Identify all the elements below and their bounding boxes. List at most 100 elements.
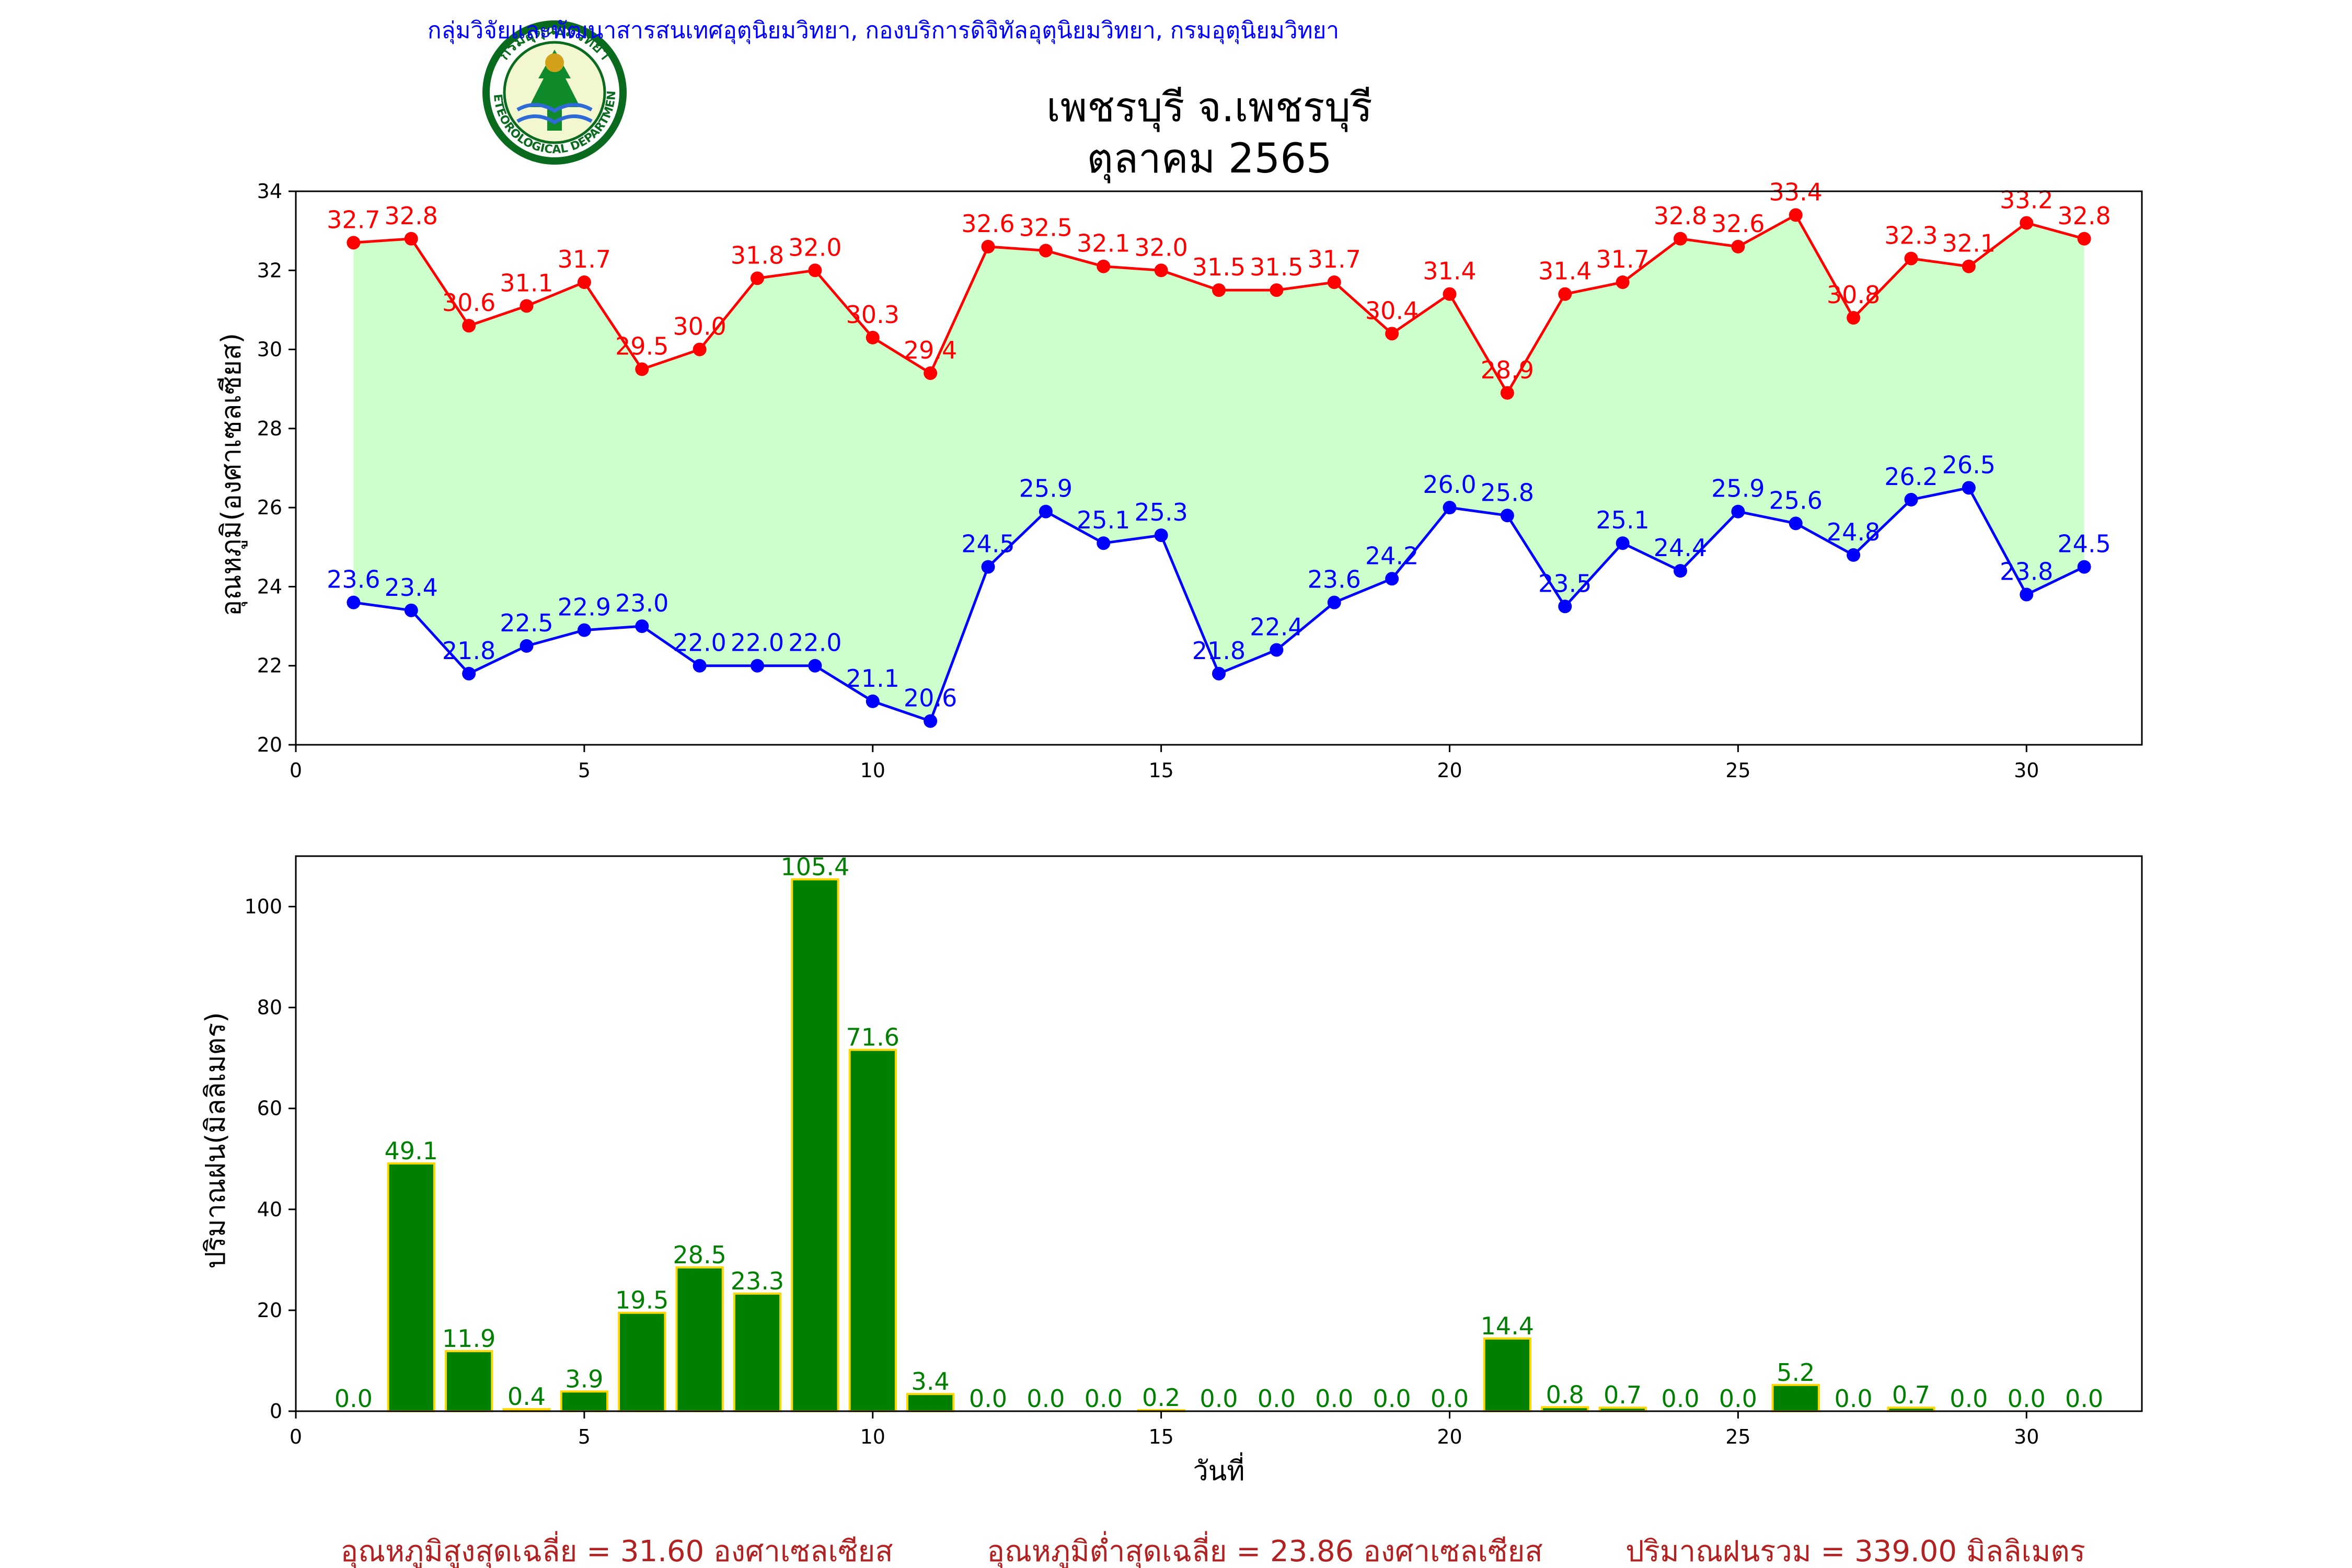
rain-bar	[1771, 1383, 1820, 1413]
min-temperature-value-label: 24.2	[1365, 541, 1419, 570]
rain-value-label: 5.2	[1777, 1358, 1815, 1387]
max-temperature-value-label: 31.5	[1192, 253, 1246, 281]
min-temperature-value-label: 23.6	[1308, 566, 1361, 594]
min-temperature-value-label: 22.4	[1250, 613, 1303, 641]
max-temperature-value-label: 32.1	[1942, 229, 1996, 258]
rain-x-tick-label: 20	[1437, 1425, 1462, 1448]
rain-value-label: 11.9	[442, 1324, 495, 1353]
max-temperature-value-label: 31.4	[1538, 257, 1592, 285]
min-temperature-value-label: 23.8	[2000, 558, 2053, 586]
rain-value-label: 105.4	[781, 852, 850, 881]
min-temperature-point	[1500, 509, 1514, 523]
rain-value-label: 0.0	[1950, 1385, 1988, 1413]
rain-value-label: 0.0	[1431, 1385, 1469, 1413]
min-temperature-point	[520, 639, 534, 653]
rain-value-label: 0.8	[1546, 1380, 1584, 1409]
rain-value-label: 0.0	[1719, 1385, 1757, 1413]
min-temperature-value-label: 21.8	[442, 637, 495, 665]
max-temperature-value-label: 32.0	[1134, 233, 1187, 261]
rain-x-tick-label: 5	[578, 1425, 591, 1448]
rain-value-label: 0.0	[969, 1385, 1007, 1413]
max-temperature-point	[1327, 275, 1341, 289]
max-temperature-point	[751, 271, 764, 285]
summary-average-max: อุณหภูมิสูงสุดเฉลี่ย = 31.60 องศาเซลเซีย…	[340, 1531, 893, 1568]
max-temperature-value-label: 31.7	[1596, 245, 1649, 273]
rain-value-label: 0.0	[2008, 1385, 2046, 1413]
min-temperature-point	[1558, 599, 1572, 614]
max-temperature-value-label: 32.5	[1019, 213, 1073, 241]
rain-value-label: 0.0	[335, 1385, 373, 1413]
max-temperature-value-label: 32.8	[2057, 202, 2111, 230]
max-temperature-value-label: 32.8	[1654, 202, 1707, 230]
min-temperature-point	[2020, 587, 2034, 602]
rain-y-axis-label: ปริมาณฝน(มิลลิเมตร)	[200, 1012, 232, 1269]
min-temperature-value-label: 21.8	[1192, 637, 1246, 665]
temp-y-tick-label: 30	[257, 338, 282, 361]
min-temperature-point	[1847, 548, 1861, 562]
min-temperature-value-label: 20.6	[904, 684, 957, 712]
temp-x-tick-label: 10	[860, 759, 885, 782]
max-temperature-point	[1097, 259, 1111, 273]
rain-value-label: 0.0	[1027, 1385, 1065, 1413]
rain-bar	[675, 1266, 724, 1412]
min-temperature-point	[1904, 493, 1918, 507]
min-temperature-point	[1789, 516, 1803, 531]
min-temperature-point	[1154, 528, 1168, 543]
max-temperature-point	[347, 236, 361, 250]
min-temperature-value-label: 26.0	[1423, 470, 1476, 499]
max-temperature-value-label: 31.7	[1308, 245, 1361, 273]
rain-value-label: 28.5	[673, 1241, 726, 1269]
max-temperature-value-label: 30.4	[1365, 296, 1419, 325]
min-temperature-point	[808, 659, 822, 673]
min-temperature-value-label: 22.0	[731, 629, 784, 657]
min-temperature-value-label: 23.6	[327, 566, 380, 594]
rain-value-label: 71.6	[846, 1023, 900, 1052]
min-temperature-point	[1212, 666, 1226, 681]
min-temperature-point	[404, 603, 418, 617]
rain-bar	[618, 1311, 666, 1412]
rain-x-tick-label: 25	[1725, 1425, 1750, 1448]
rain-value-label: 3.4	[912, 1367, 950, 1396]
rain-value-label: 0.7	[1892, 1381, 1930, 1409]
max-temperature-value-label: 28.9	[1481, 356, 1534, 384]
rain-value-label: 49.1	[385, 1137, 438, 1165]
max-temperature-point	[1270, 283, 1284, 297]
max-temperature-point	[1789, 208, 1803, 222]
temp-x-tick-label: 0	[290, 759, 302, 782]
rain-value-label: 19.5	[615, 1286, 668, 1315]
max-temperature-point	[1212, 283, 1226, 297]
min-temperature-value-label: 25.6	[1769, 486, 1823, 514]
summary-total-rain: ปริมาณฝนรวม = 339.00 มิลลิเมตร	[1625, 1535, 2085, 1568]
rain-bar	[1483, 1337, 1532, 1413]
rain-bar	[733, 1293, 782, 1412]
max-temperature-value-label: 29.4	[904, 336, 957, 364]
min-temperature-value-label: 25.1	[1077, 506, 1130, 534]
rain-y-tick-label: 40	[257, 1198, 282, 1221]
rain-value-label: 0.4	[508, 1382, 546, 1411]
temp-y-tick-label: 28	[257, 417, 282, 440]
agency-line: กลุ่มวิจัยและพัฒนาสารสนเทศอุตุนิยมวิทยา,…	[428, 17, 1339, 44]
rain-bar	[848, 1048, 897, 1412]
min-temperature-point	[1039, 504, 1053, 518]
min-temperature-value-label: 23.0	[615, 589, 668, 617]
temp-y-axis-label: อุณหภูมิ(องศาเซลเซียส)	[216, 333, 248, 616]
max-temperature-point	[1039, 244, 1053, 258]
rain-value-label: 3.9	[565, 1365, 603, 1393]
rain-y-tick-label: 100	[244, 895, 282, 918]
max-temperature-value-label: 31.8	[731, 241, 784, 269]
min-temperature-value-label: 24.5	[2057, 530, 2111, 558]
temp-y-tick-label: 34	[257, 180, 282, 203]
max-temperature-value-label: 32.3	[1884, 222, 1938, 250]
max-temperature-point	[981, 239, 995, 253]
rain-x-tick-label: 10	[860, 1425, 885, 1448]
min-temperature-value-label: 24.5	[961, 530, 1014, 558]
rain-bar	[791, 878, 839, 1412]
min-temperature-point	[1731, 504, 1745, 518]
min-temperature-point	[2077, 560, 2091, 574]
rain-y-tick-label: 80	[257, 996, 282, 1019]
min-temperature-point	[1443, 501, 1457, 515]
min-temperature-value-label: 25.8	[1481, 478, 1534, 506]
min-temperature-point	[1327, 595, 1341, 609]
min-temperature-point	[981, 560, 995, 574]
